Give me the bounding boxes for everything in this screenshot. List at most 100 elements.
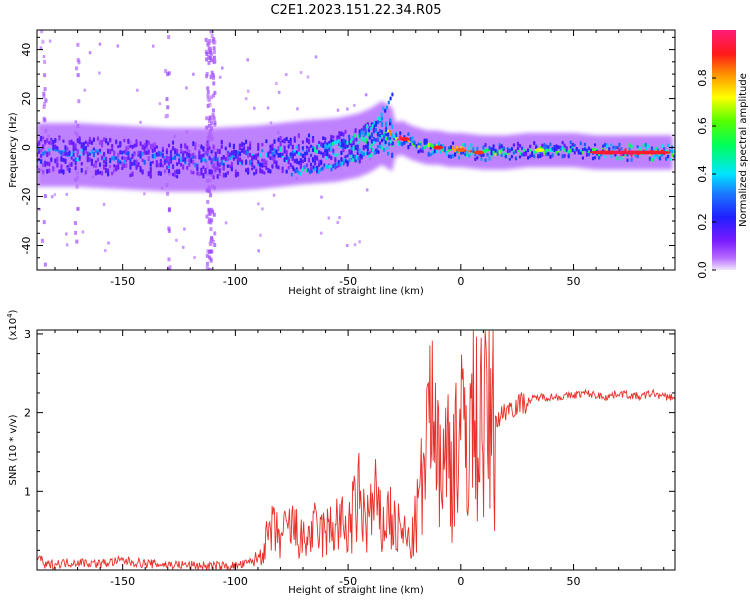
spectrogram-cell	[42, 169, 45, 175]
spectrogram-cell	[159, 151, 162, 157]
spectrogram-streak-cell	[208, 102, 212, 107]
spectrogram-cell	[610, 143, 613, 147]
spectrogram-cell	[374, 127, 378, 133]
spectrogram-cell	[60, 168, 63, 174]
spectrogram-cell	[591, 147, 595, 152]
spectrogram-cell	[490, 151, 493, 156]
spectrogram-cell	[366, 146, 369, 152]
spectrogram-cell	[411, 140, 414, 144]
spectrogram-noise-cell	[65, 232, 68, 236]
spectrogram-cell	[222, 172, 225, 178]
spectrogram-cell	[423, 145, 426, 150]
spectrogram-cell	[96, 169, 100, 175]
spectrogram-cell	[242, 149, 246, 154]
spectrogram-peak	[455, 148, 466, 152]
spectrogram-cell	[157, 163, 160, 168]
spectrogram-cell	[604, 155, 607, 159]
spectrogram-cell	[638, 146, 641, 150]
spectrogram-noise-cell	[364, 93, 368, 97]
spectrogram-cell	[196, 167, 199, 171]
spectrogram-cell	[111, 171, 114, 176]
spectrogram-cell	[38, 150, 41, 155]
spectrogram-streak-cell	[205, 51, 209, 56]
spectrogram-cell	[563, 153, 566, 158]
spectrogram-streak-cell	[42, 91, 46, 96]
spectrogram-cell	[206, 147, 209, 151]
spectrogram-cell	[54, 137, 57, 143]
spectrogram-cell	[109, 164, 112, 169]
spectrogram-cell	[472, 149, 475, 153]
spectrogram-branch-cell	[294, 169, 297, 174]
spectrogram-cell	[273, 139, 276, 145]
spectrogram-cell	[222, 165, 225, 171]
spectrogram-streak-cell	[207, 211, 211, 216]
spectrogram-cell	[76, 157, 79, 162]
spectrogram-branch-cell	[323, 163, 326, 168]
spectrogram-cell	[46, 138, 49, 143]
spectrogram-noise-cell	[210, 117, 213, 121]
spectrogram-cell	[157, 170, 160, 175]
spectrogram-streak-cell	[167, 35, 171, 40]
spectrogram-branch-cell	[377, 149, 380, 154]
spectrogram-cell	[253, 154, 256, 160]
spectrogram-cell	[287, 166, 290, 170]
spectrogram-cell	[169, 160, 173, 164]
spectrogram-branch-cell	[349, 139, 353, 144]
spectrogram-streak-cell	[208, 116, 212, 121]
spectrogram-peak	[634, 150, 671, 155]
spectrogram-noise-cell	[42, 55, 46, 59]
spectrogram-cell	[121, 156, 124, 160]
spectrogram-cell	[94, 162, 98, 169]
spectrogram-cell	[295, 150, 298, 154]
spectrogram-heatmap	[37, 30, 675, 270]
spectrogram-cell	[161, 164, 164, 168]
spectrogram-cell	[277, 145, 280, 152]
spectrogram-cell	[391, 133, 394, 138]
spectrogram-cell	[267, 152, 270, 158]
spectrogram-cell	[553, 144, 556, 149]
spectrogram-branch-cell	[333, 140, 336, 145]
spectrogram-cell	[149, 174, 152, 179]
spectrogram-cell	[102, 151, 106, 157]
spectrogram-cell	[299, 158, 302, 163]
spectrogram-cell	[253, 172, 256, 176]
x-tick-label: -50	[339, 575, 357, 588]
spectrogram-cell	[228, 152, 231, 158]
spectrogram-cell	[169, 153, 173, 158]
spectrogram-cell	[309, 144, 313, 148]
spectrogram-streak-cell	[210, 70, 214, 75]
spectrogram-cell	[149, 161, 152, 167]
spectrogram-streak-cell	[211, 73, 215, 78]
spectrogram-cell	[376, 131, 380, 137]
spectrogram-cell	[299, 163, 302, 170]
spectrogram-cell	[346, 154, 349, 158]
spectrogram-cell	[407, 132, 410, 137]
spectrogram-branch-cell	[384, 140, 387, 145]
spectrogram-cell	[289, 163, 292, 168]
spectrogram-streak-cell	[205, 71, 209, 76]
spectrogram-cell	[340, 156, 343, 163]
spectrogram-branch-cell	[326, 145, 329, 150]
spectrogram-cell	[184, 157, 187, 163]
spectrogram-branch-cell	[346, 160, 349, 165]
spectrogram-branch-cell	[391, 92, 394, 97]
spectrogram-cell	[671, 152, 674, 157]
spectrogram-cell	[656, 154, 660, 160]
spectrogram-noise-cell	[74, 120, 78, 124]
spectrogram-cell	[482, 153, 485, 157]
spectrogram-cell	[40, 148, 43, 153]
spectrogram-cell	[200, 144, 203, 150]
spectrogram-streak-cell	[42, 94, 46, 99]
spectrogram-branch-cell	[357, 134, 360, 139]
spectrogram-cell	[88, 152, 91, 156]
spectrogram-branch-cell	[335, 140, 338, 145]
spectrogram-cell	[117, 152, 120, 158]
spectrogram-cell	[354, 144, 357, 151]
spectrogram-cell	[58, 169, 61, 174]
spectrogram-cell	[630, 144, 633, 149]
spectrogram-noise-cell	[284, 73, 288, 77]
spectrogram-noise-cell	[139, 120, 142, 124]
spectrogram-noise-cell	[266, 106, 270, 110]
spectrogram-branch-cell	[366, 124, 369, 129]
